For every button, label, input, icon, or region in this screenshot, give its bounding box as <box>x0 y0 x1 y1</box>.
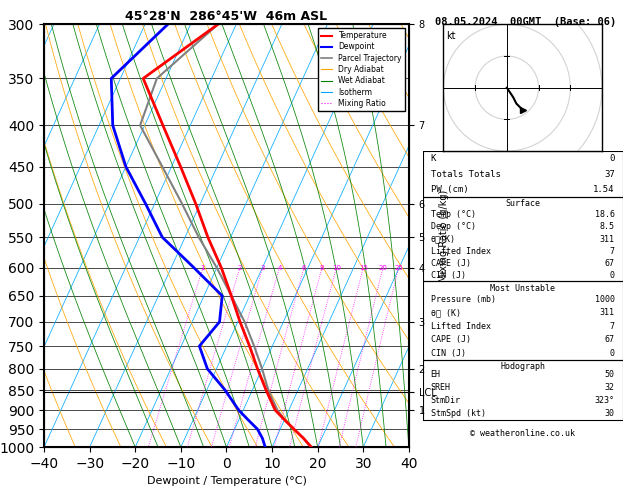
Text: 08.05.2024  00GMT  (Base: 06): 08.05.2024 00GMT (Base: 06) <box>435 17 616 27</box>
Text: StmSpd (kt): StmSpd (kt) <box>431 410 486 418</box>
Text: StmDir: StmDir <box>431 397 460 405</box>
Text: 0: 0 <box>610 154 615 163</box>
Text: EH: EH <box>431 370 441 380</box>
Text: 4: 4 <box>277 265 282 271</box>
Text: Lifted Index: Lifted Index <box>431 247 491 256</box>
Text: © weatheronline.co.uk: © weatheronline.co.uk <box>470 429 575 438</box>
Text: 323°: 323° <box>594 397 615 405</box>
Text: 25: 25 <box>394 265 403 271</box>
Text: Surface: Surface <box>505 199 540 208</box>
Text: 2: 2 <box>238 265 242 271</box>
Text: Totals Totals: Totals Totals <box>431 170 501 178</box>
Text: 311: 311 <box>599 235 615 243</box>
Text: θᴇ (K): θᴇ (K) <box>431 308 460 317</box>
Text: 37: 37 <box>604 170 615 178</box>
Text: 1: 1 <box>201 265 205 271</box>
Text: K: K <box>431 154 436 163</box>
Text: 67: 67 <box>604 259 615 268</box>
Text: 7: 7 <box>610 247 615 256</box>
Text: 15: 15 <box>359 265 368 271</box>
Text: 311: 311 <box>599 308 615 317</box>
Text: 67: 67 <box>604 335 615 344</box>
Text: 30: 30 <box>604 410 615 418</box>
Text: SREH: SREH <box>431 383 451 392</box>
Text: Pressure (mb): Pressure (mb) <box>431 295 496 304</box>
Text: 50: 50 <box>604 370 615 380</box>
Text: 10: 10 <box>332 265 341 271</box>
Legend: Temperature, Dewpoint, Parcel Trajectory, Dry Adiabat, Wet Adiabat, Isotherm, Mi: Temperature, Dewpoint, Parcel Trajectory… <box>318 28 405 111</box>
Text: CAPE (J): CAPE (J) <box>431 259 470 268</box>
Text: 8: 8 <box>320 265 324 271</box>
Text: 1.54: 1.54 <box>593 185 615 194</box>
Text: kt: kt <box>447 31 456 41</box>
Text: 3: 3 <box>260 265 265 271</box>
Text: 6: 6 <box>302 265 306 271</box>
Text: CIN (J): CIN (J) <box>431 348 465 358</box>
Text: 18.6: 18.6 <box>594 210 615 219</box>
Text: CIN (J): CIN (J) <box>431 271 465 280</box>
Text: 1000: 1000 <box>594 295 615 304</box>
Text: 0: 0 <box>610 271 615 280</box>
Text: 32: 32 <box>604 383 615 392</box>
Text: Lifted Index: Lifted Index <box>431 322 491 330</box>
X-axis label: Dewpoint / Temperature (°C): Dewpoint / Temperature (°C) <box>147 476 306 486</box>
Title: 45°28'N  286°45'W  46m ASL: 45°28'N 286°45'W 46m ASL <box>125 10 328 23</box>
Text: 7: 7 <box>610 322 615 330</box>
Y-axis label: Mixing Ratio (g/kg): Mixing Ratio (g/kg) <box>439 190 449 282</box>
Text: Dewp (°C): Dewp (°C) <box>431 223 476 231</box>
Text: CAPE (J): CAPE (J) <box>431 335 470 344</box>
Text: 0: 0 <box>610 348 615 358</box>
Text: Temp (°C): Temp (°C) <box>431 210 476 219</box>
Text: θᴇ(K): θᴇ(K) <box>431 235 455 243</box>
Text: 20: 20 <box>379 265 387 271</box>
Text: PW (cm): PW (cm) <box>431 185 469 194</box>
Text: Most Unstable: Most Unstable <box>490 284 555 293</box>
Text: 8.5: 8.5 <box>599 223 615 231</box>
Text: Hodograph: Hodograph <box>500 362 545 371</box>
